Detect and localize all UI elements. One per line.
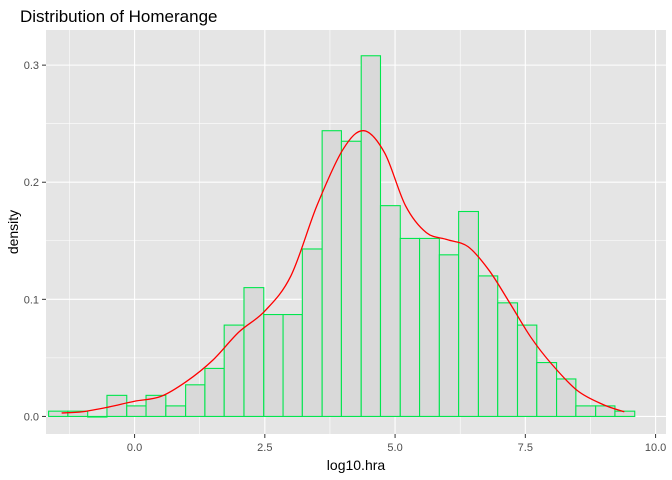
histogram-bar	[223, 324, 245, 417]
histogram-bar	[360, 55, 382, 417]
histogram-bar	[438, 254, 460, 417]
x-tick-label: 5.0	[387, 442, 402, 454]
histogram-bar	[556, 378, 577, 417]
histogram-bar	[185, 384, 206, 417]
histogram-bar	[67, 410, 89, 417]
histogram-bar	[126, 405, 147, 417]
x-tick-label: 7.5	[518, 442, 533, 454]
y-tick-label: 0.0	[24, 411, 39, 423]
histogram-bar	[321, 130, 342, 417]
histogram-bar	[516, 324, 538, 417]
y-axis-title: density	[5, 210, 21, 254]
x-axis-ticks: 0.0 2.5 5.0 7.5 10.0	[127, 434, 666, 454]
histogram-bar	[204, 367, 225, 417]
y-tick-label: 0.2	[24, 177, 39, 189]
histogram-bar	[87, 415, 108, 418]
x-tick-label: 2.5	[257, 442, 272, 454]
histogram-bar	[282, 314, 303, 417]
chart-title: Distribution of Homerange	[20, 7, 217, 26]
histogram-bar	[419, 237, 440, 417]
histogram-bar	[614, 410, 636, 417]
x-axis-title: log10.hra	[327, 457, 386, 473]
histogram-bar	[243, 287, 265, 417]
histogram-bar	[458, 210, 479, 417]
density-curve	[61, 130, 625, 414]
y-tick-label: 0.3	[24, 60, 39, 72]
histogram-bars	[48, 55, 636, 418]
histogram-bar	[536, 362, 558, 417]
histogram-bar	[301, 248, 323, 417]
histogram-bar	[379, 205, 401, 417]
y-tick-label: 0.1	[24, 294, 39, 306]
histogram-bar	[399, 237, 421, 417]
y-axis-ticks: 0.0 0.1 0.2 0.3	[24, 60, 46, 423]
histogram-bar	[575, 405, 597, 417]
x-tick-label: 0.0	[127, 442, 142, 454]
histogram-bar	[477, 275, 499, 417]
histogram-bar	[165, 405, 187, 417]
histogram-bar	[48, 410, 69, 417]
x-tick-label: 10.0	[645, 442, 666, 454]
histogram-bar	[340, 140, 362, 417]
histogram-bar	[497, 302, 519, 417]
histogram-bar	[263, 314, 284, 417]
